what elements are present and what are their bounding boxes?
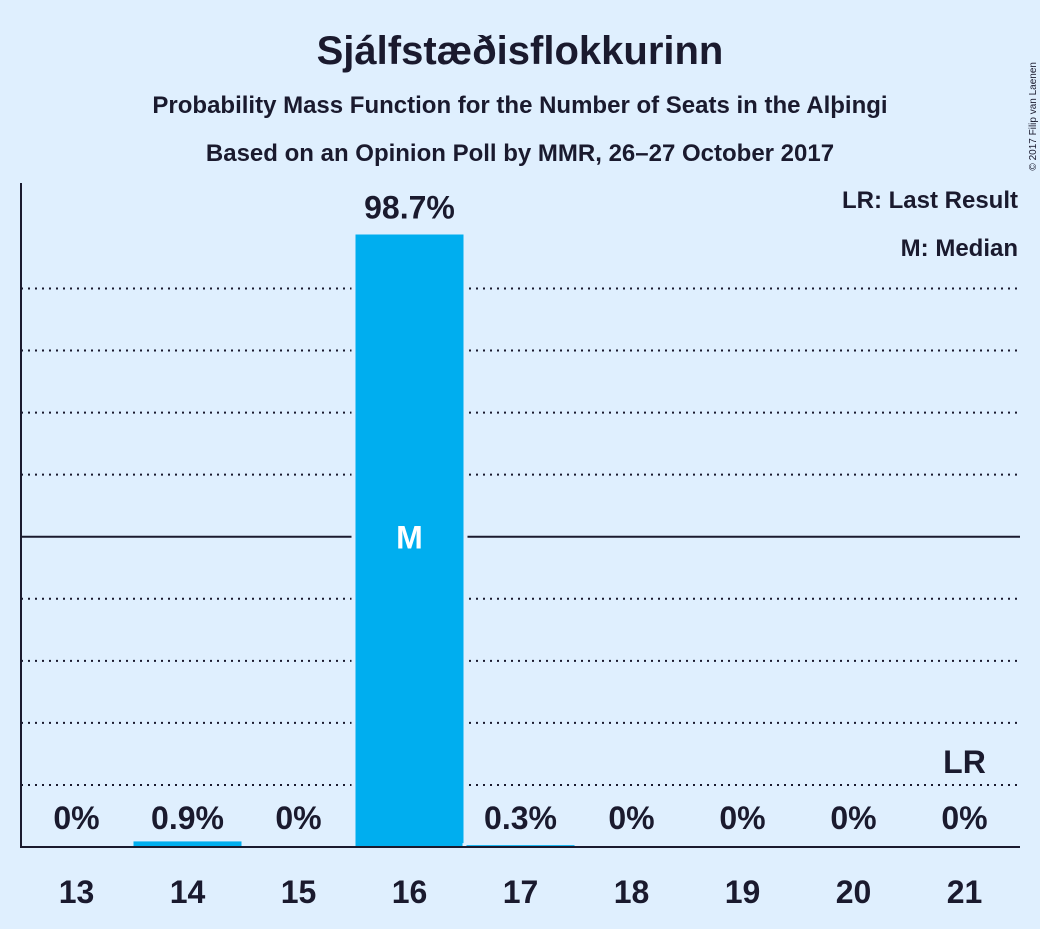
legend-median: M: Median: [901, 235, 1018, 262]
x-tick-13: 13: [59, 874, 95, 910]
data-label-15: 0%: [275, 800, 321, 836]
chart-subtitle-1: Probability Mass Function for the Number…: [152, 92, 887, 119]
data-label-13: 0%: [53, 800, 99, 836]
bars: [129, 232, 579, 848]
data-labels: 0% 0.9% 0% 98.7% M 0.3% 0% 0% 0% 0% LR: [53, 190, 987, 836]
chart-subtitle-2: Based on an Opinion Poll by MMR, 26–27 O…: [206, 140, 834, 167]
x-tick-18: 18: [614, 874, 650, 910]
x-tick-labels: 13 14 15 16 17 18 19 20 21: [59, 874, 983, 910]
copyright-text: © 2017 Filip van Laenen: [1028, 62, 1039, 171]
data-label-20: 0%: [830, 800, 876, 836]
bar-14: [133, 841, 242, 847]
gridlines: [21, 287, 1020, 786]
x-tick-14: 14: [170, 874, 206, 910]
axes: [20, 183, 1020, 848]
data-label-21: 0%: [941, 800, 987, 836]
x-tick-19: 19: [725, 874, 761, 910]
bar-halo: [462, 843, 579, 847]
data-label-14: 0.9%: [151, 800, 224, 836]
median-marker: M: [396, 520, 423, 556]
x-tick-17: 17: [503, 874, 539, 910]
x-tick-16: 16: [392, 874, 428, 910]
data-label-18: 0%: [608, 800, 654, 836]
chart-title: Sjálfstæðisflokkurinn: [317, 29, 724, 73]
data-label-19: 0%: [719, 800, 765, 836]
x-tick-20: 20: [836, 874, 872, 910]
data-label-16: 98.7%: [364, 190, 455, 226]
x-tick-15: 15: [281, 874, 317, 910]
x-tick-21: 21: [947, 874, 983, 910]
last-result-marker: LR: [943, 744, 986, 780]
data-label-17: 0.3%: [484, 800, 557, 836]
legend-last-result: LR: Last Result: [842, 187, 1018, 214]
bar-16: [355, 234, 464, 848]
